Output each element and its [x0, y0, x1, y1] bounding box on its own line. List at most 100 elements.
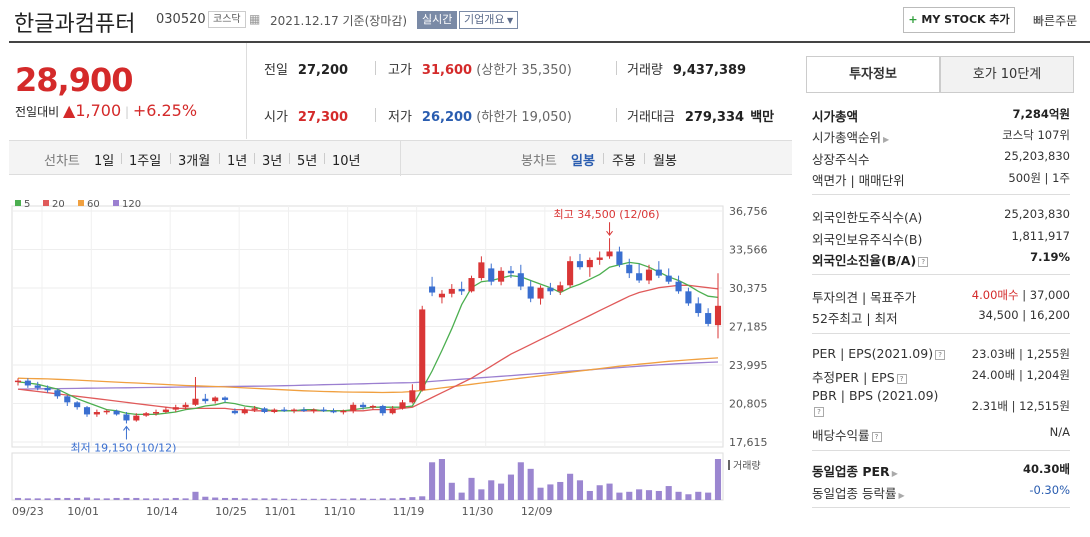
- volume-bar: [517, 462, 524, 500]
- volume-bar: [261, 498, 268, 500]
- candle-body: [133, 415, 140, 421]
- foreign-ratio-row: 외국인소진율(B/A)? 7.19%: [812, 250, 1070, 269]
- per-row: PER | EPS(2021.09)? 23.03배 | 1,255원: [812, 346, 1070, 361]
- divider: [170, 153, 171, 164]
- divider: [616, 61, 617, 75]
- tab-invest-info[interactable]: 투자정보: [806, 56, 940, 93]
- volume-bar: [429, 462, 436, 500]
- tab-daily[interactable]: 일봉: [571, 154, 595, 169]
- high-price: 고가 31,600 (상한가 35,350): [388, 59, 572, 78]
- volume-bar: [606, 483, 613, 500]
- tab-5y[interactable]: 5년: [297, 154, 318, 169]
- tab-3y[interactable]: 3년: [262, 154, 283, 169]
- company-name: 한글과컴퓨터: [14, 12, 136, 37]
- legend-label: 5: [24, 199, 30, 210]
- est-per-value: 24.00배 | 1,204원: [971, 368, 1070, 382]
- realtime-button[interactable]: 실시간: [417, 11, 458, 29]
- foreign-hold-value: 1,811,917: [1011, 229, 1070, 243]
- volume-bar: [202, 496, 209, 500]
- opinion-label: 투자의견 | 목표주가: [812, 290, 917, 305]
- volume-bar: [547, 484, 554, 500]
- tab-weekly[interactable]: 주봉: [612, 154, 636, 169]
- candle-body: [261, 408, 268, 413]
- volume-bar: [281, 498, 288, 500]
- tab-orderbook[interactable]: 호가 10단계: [940, 56, 1074, 93]
- add-mystock-button[interactable]: + MY STOCK 추가: [903, 7, 1015, 33]
- ma60-line: [17, 357, 719, 394]
- tab-monthly[interactable]: 월봉: [653, 154, 677, 169]
- volume-bar: [369, 498, 376, 500]
- help-icon[interactable]: ?: [814, 406, 824, 417]
- tab-10y[interactable]: 10년: [332, 154, 361, 169]
- volume-bar: [182, 498, 189, 500]
- volume-bar: [468, 477, 475, 500]
- amount-unit: 백만: [750, 110, 775, 125]
- candle-body: [547, 287, 554, 292]
- candle-body: [616, 251, 623, 265]
- plus-icon: +: [908, 13, 922, 26]
- candle-body: [113, 410, 120, 415]
- open-price: 시가 27,300: [264, 106, 348, 125]
- volume-bar: [399, 497, 406, 500]
- divider: [324, 153, 325, 164]
- candle-body: [231, 410, 238, 414]
- tab-3m[interactable]: 3개월: [178, 154, 211, 169]
- candle-body: [596, 257, 603, 260]
- target-value: 37,000: [1029, 288, 1070, 302]
- volume-bar: [24, 498, 31, 500]
- candle-body: [74, 402, 81, 408]
- candle-body: [152, 412, 160, 414]
- tab-1w[interactable]: 1주일: [129, 154, 162, 169]
- sector-rate-value: -0.30%: [1029, 483, 1070, 497]
- low-value: 26,200: [421, 110, 473, 125]
- high-label: 고가: [388, 63, 412, 78]
- volume-bar: [152, 498, 160, 500]
- help-icon[interactable]: ?: [918, 256, 929, 267]
- divider: [644, 153, 645, 164]
- base-date: 2021.12.17 기준(장마감): [270, 14, 408, 28]
- help-icon[interactable]: ?: [896, 373, 907, 384]
- par-label: 액면가 | 매매단위: [812, 173, 905, 188]
- 52week-value: 34,500 | 16,200: [978, 308, 1070, 322]
- candle-body: [557, 285, 564, 292]
- volume-bar: [291, 498, 298, 500]
- volume-bar: [458, 492, 465, 500]
- candle-body: [369, 405, 376, 408]
- company-info-button[interactable]: 기업개요 ▼: [459, 11, 519, 29]
- candle-body: [330, 410, 337, 413]
- prev-label: 전일: [264, 63, 288, 78]
- current-price: 28,900: [15, 61, 133, 99]
- min-price-annotation: 최저 19,150 (10/12): [70, 441, 176, 454]
- volume-bar: [14, 497, 22, 500]
- volume-bar: [54, 497, 61, 500]
- candle-body: [606, 251, 613, 257]
- opinion-value: 4.00매수: [971, 288, 1019, 302]
- volume-bar: [83, 497, 91, 500]
- volume-bar: [231, 497, 238, 500]
- volume-value: 9,437,389: [672, 63, 747, 78]
- legend-swatch: [78, 200, 84, 206]
- volume-bar: [162, 498, 169, 500]
- volume-bar: [586, 490, 593, 500]
- divider: [616, 108, 617, 122]
- volume-bar: [310, 498, 317, 500]
- prev-close: 전일 27,200: [264, 59, 348, 78]
- tab-1d[interactable]: 1일: [94, 154, 115, 169]
- candle-body: [645, 269, 653, 281]
- candle-body: [419, 309, 426, 391]
- help-icon[interactable]: ?: [935, 349, 946, 360]
- candle-body: [221, 397, 229, 400]
- volume-bar: [695, 491, 702, 500]
- tab-1y[interactable]: 1년: [227, 154, 248, 169]
- legend-label: 20: [52, 199, 65, 210]
- help-icon[interactable]: ?: [871, 431, 882, 442]
- market-cap-rank-row: 시가총액순위 ▶ 코스닥 107위: [812, 127, 1070, 146]
- quick-order-link[interactable]: 빠른주문: [1033, 14, 1078, 28]
- candle-body: [438, 293, 445, 298]
- candle-body: [271, 409, 278, 413]
- y-tick-label: 17,615: [729, 436, 768, 449]
- volume-bar: [123, 497, 130, 500]
- max-arrow-head: [606, 230, 613, 237]
- open-value: 27,300: [297, 110, 349, 125]
- ma5-line: [17, 261, 719, 416]
